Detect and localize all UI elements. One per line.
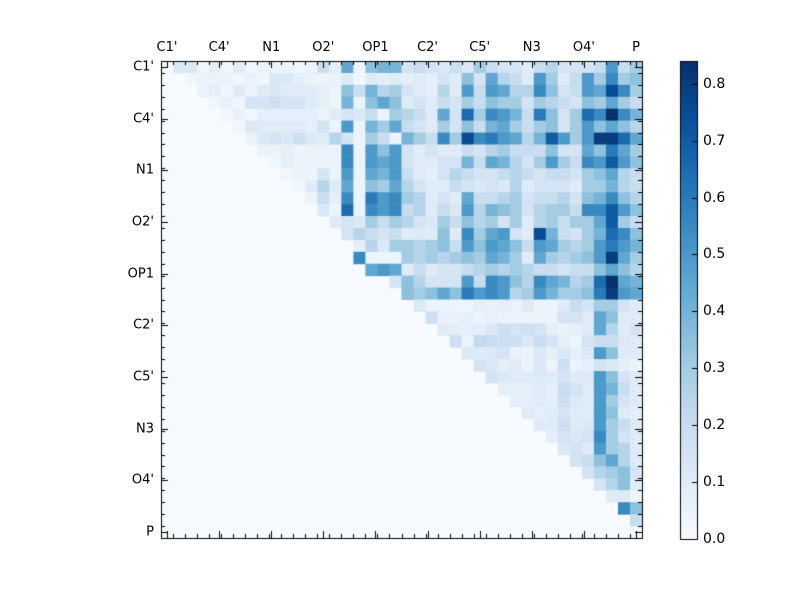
y-axis-tick-label: C2' [133, 317, 154, 333]
x-axis-tick-label: O4' [572, 40, 595, 55]
y-axis-tick-label: N1 [136, 162, 154, 178]
x-axis-tick-label: C5' [469, 40, 491, 55]
colorbar-tick-label: 0.5 [703, 246, 726, 263]
colorbar-tick-label: 0.4 [703, 303, 726, 320]
y-axis-tick-label: O4' [131, 472, 154, 488]
colorbar-tick-label: 0.2 [703, 417, 726, 434]
y-axis-tick-label: C5' [133, 369, 154, 385]
y-axis-tick-label: N3 [136, 421, 154, 437]
x-axis-tick-label: N1 [262, 40, 281, 55]
x-axis-tick-label: OP1 [362, 40, 389, 55]
y-axis-tick-label: P [146, 524, 154, 540]
x-axis-tick-label: C1' [156, 40, 178, 55]
colorbar-tick-label: 0.6 [703, 189, 726, 206]
y-axis-tick-label: C4' [133, 111, 154, 127]
colorbar-tick-label: 0.3 [703, 360, 726, 377]
x-axis-tick-label: C2' [417, 40, 439, 55]
x-axis-tick-label: P [632, 40, 640, 55]
x-axis-tick-label: O2' [312, 40, 335, 55]
colorbar-tick-label: 0.0 [703, 531, 726, 547]
y-axis-tick-label: OP1 [127, 266, 154, 282]
colorbar-tick-label: 0.7 [703, 132, 726, 149]
x-axis-tick-label: C4' [208, 40, 230, 55]
colorbar-tick-label: 0.1 [703, 474, 726, 491]
x-axis-tick-label: N3 [522, 40, 541, 55]
y-axis-tick-label: C1' [133, 59, 154, 75]
y-axis-tick-label: O2' [131, 214, 154, 230]
colorbar-tick-label: 0.8 [703, 75, 726, 92]
